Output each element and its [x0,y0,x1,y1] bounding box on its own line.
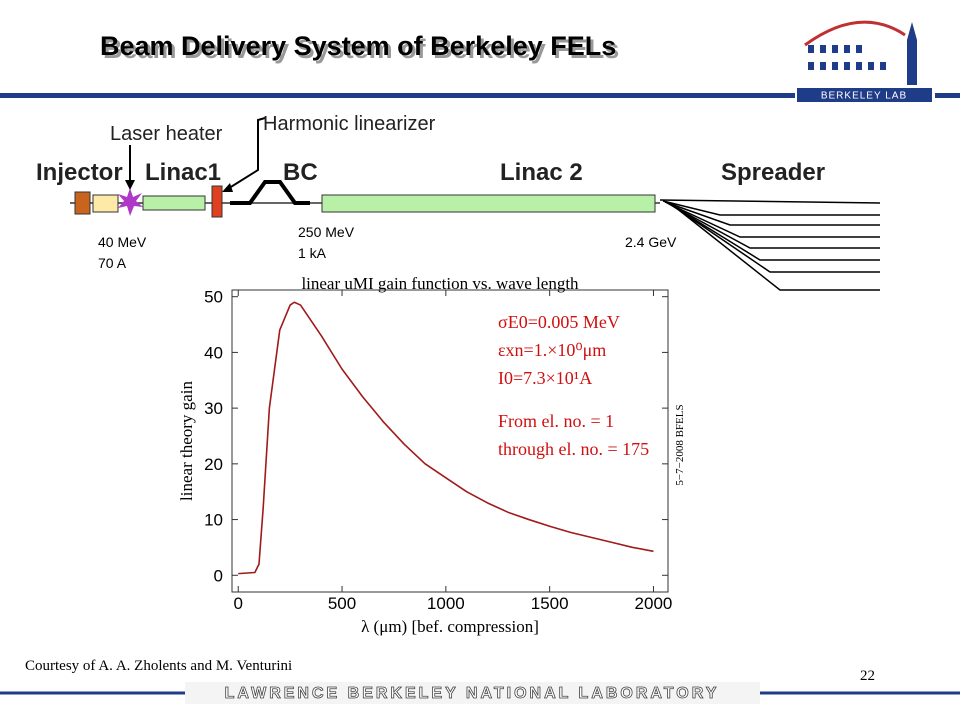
beamline [70,117,881,291]
y-tick-label: 20 [204,455,223,474]
x-axis-label: λ (μm) [bef. compression] [361,617,539,636]
x-tick-label: 2000 [635,594,673,613]
x-tick-label: 500 [328,594,356,613]
title-shadow: Beam Delivery System of Berkeley FELs [103,34,619,64]
energy-label: 40 MeV [98,234,147,250]
annotation: I0=7.3×10¹A [498,368,592,388]
page-number: 22 [860,668,875,684]
current-label: 70 A [98,255,127,271]
side-note: 5−7−2008 BFELS [674,404,686,485]
x-tick-label: 1500 [531,594,569,613]
logo-band [797,88,932,102]
logo-arc [804,20,906,47]
y-tick-label: 30 [204,399,223,418]
current-label: 1 kA [298,245,327,261]
y-tick-label: 0 [214,566,223,585]
linac1-label: Linac1 [145,159,221,186]
x-tick-label: 1000 [427,594,465,613]
bc-label: BC [283,159,318,186]
laser-heater-label: Laser heater [110,123,223,145]
credit: Courtesy of A. A. Zholents and M. Ventur… [25,658,292,674]
injector-label: Injector [36,159,123,186]
energy-label: 2.4 GeV [625,234,677,250]
footer-band [185,682,760,704]
y-tick-label: 40 [204,343,223,362]
footer-banner: Lawrence Berkeley National Laboratory [225,685,720,702]
logo-marks [808,22,917,85]
chart-title: linear uMI gain function vs. wave length [301,274,579,293]
plot-frame [231,289,669,593]
annotation: through el. no. = 175 [498,439,649,459]
gain-curve [238,301,654,575]
y-axis-label: linear theory gain [177,381,196,501]
x-tick-label: 0 [233,594,242,613]
y-tick-label: 50 [204,288,223,307]
plot: 0 500 1000 1500 2000 0 10 20 30 40 50 λ (μm) [bef. … [177,288,686,636]
annotation: From el. no. = 1 [498,411,614,431]
annotation: σE0=0.005 MeV [498,312,620,332]
header-rule [0,93,960,98]
logo-text: Berkeley Lab [821,91,907,102]
annotation: εxn=1.×10⁰μm [498,340,606,360]
harmonic-linearizer-label: Harmonic linearizer [263,113,436,135]
y-tick-label: 10 [204,511,223,530]
chart-bg [175,283,685,638]
spreader-label: Spreader [721,159,825,186]
slide-title: Beam Delivery System of Berkeley FELs [100,31,616,61]
energy-label: 250 MeV [298,224,355,240]
linac2-label: Linac 2 [500,159,583,186]
